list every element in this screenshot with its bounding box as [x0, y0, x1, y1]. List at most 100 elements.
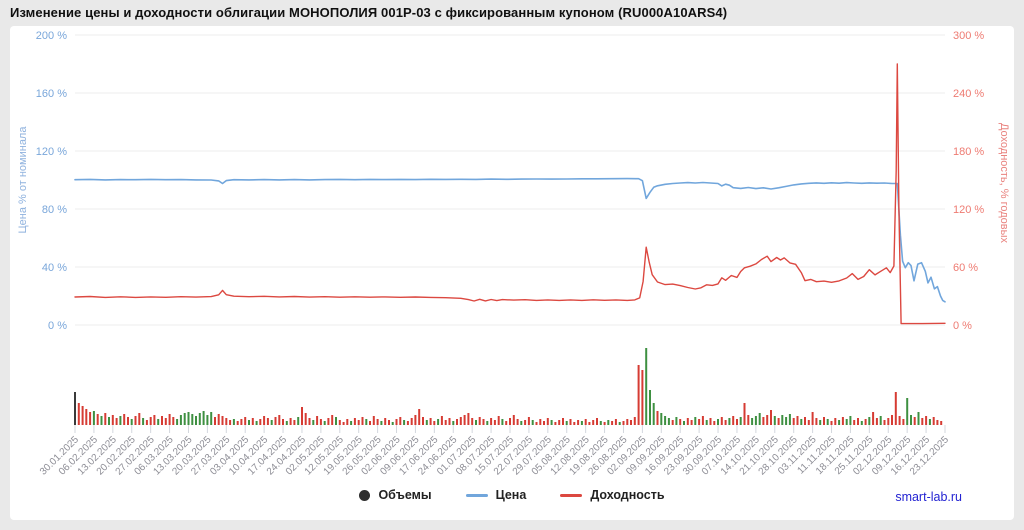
volume-bar: [660, 413, 663, 425]
volume-bar: [641, 370, 644, 425]
volume-bar: [649, 390, 651, 425]
volume-bar: [917, 412, 920, 425]
chart-legend: Объемы Цена Доходность: [10, 488, 1014, 502]
volume-bar: [762, 417, 765, 425]
left-axis-tick-label: 0 %: [48, 320, 67, 332]
volume-bar: [225, 418, 228, 425]
volume-bar: [331, 415, 334, 425]
volume-bar: [406, 421, 409, 425]
volume-bar: [448, 418, 451, 425]
volume-bar: [898, 416, 901, 425]
volume-bar: [490, 418, 493, 425]
volume-bar: [134, 416, 137, 425]
smartlab-link[interactable]: smart-lab.ru: [895, 490, 962, 504]
volume-bar: [240, 419, 243, 425]
volume-bar: [100, 416, 103, 425]
volume-bar: [414, 415, 417, 425]
volume-bar: [921, 418, 924, 425]
volume-bar: [875, 418, 878, 425]
volume-bar: [777, 418, 780, 425]
volume-bar: [232, 419, 235, 425]
volume-bar: [399, 417, 402, 425]
volume-bar: [679, 419, 682, 425]
volume-bar: [244, 417, 247, 425]
volume-bar: [81, 406, 84, 425]
volume-bar: [85, 409, 88, 425]
volume-bar: [123, 414, 126, 425]
volume-bar: [316, 416, 319, 425]
volume-bar: [603, 422, 606, 425]
volume-bar: [940, 421, 943, 425]
volume-bar: [792, 418, 795, 425]
volume-bar: [274, 417, 277, 425]
volume-bar: [554, 422, 557, 425]
volume-bar: [845, 419, 848, 425]
volume-bar: [626, 419, 629, 425]
volume-bar: [690, 420, 693, 425]
volume-bar: [179, 415, 182, 425]
volume-bar: [319, 419, 322, 425]
volume-bar: [127, 417, 129, 425]
volume-bar: [743, 403, 746, 425]
legend-item-volumes[interactable]: Объемы: [359, 488, 432, 502]
volume-bar: [539, 419, 542, 425]
volume-bar: [709, 418, 712, 425]
volume-bar: [766, 415, 769, 425]
volume-bar: [527, 417, 530, 425]
volume-bar: [887, 418, 890, 425]
chart-card: 0 % 0 % 40 % 60 % 80 % 120 % 120 % 180 % 160 % 24…: [10, 26, 1014, 520]
volume-bar: [577, 420, 580, 425]
volume-bar: [380, 421, 383, 425]
volume-bar: [664, 416, 667, 425]
volume-bar: [229, 420, 232, 425]
volume-bar: [558, 420, 561, 425]
volume-bar: [365, 419, 368, 425]
legend-item-price[interactable]: Цена: [465, 488, 526, 502]
volume-bar: [282, 419, 284, 425]
volume-bar: [104, 413, 107, 425]
volume-bar: [304, 413, 307, 425]
volume-bar: [770, 410, 772, 425]
volume-bar: [857, 418, 859, 425]
volume-bar: [694, 417, 697, 425]
volume-bar: [372, 416, 375, 425]
volume-dot-icon: [359, 489, 371, 501]
volume-bar: [369, 421, 371, 425]
volume-bar: [342, 422, 345, 425]
left-axis-tick-label: 200 %: [36, 30, 67, 42]
volume-bar: [599, 421, 602, 425]
volume-bar: [686, 418, 689, 425]
volume-bar: [77, 403, 80, 425]
legend-item-yield[interactable]: Доходность: [560, 488, 665, 502]
volume-bar: [183, 413, 186, 425]
volume-bar: [350, 421, 353, 425]
volume-bar: [701, 416, 704, 425]
right-axis-tick-label: 180 %: [953, 146, 984, 158]
volume-bar: [482, 419, 485, 425]
volume-bar: [826, 419, 829, 425]
volume-bar: [516, 419, 519, 425]
right-axis-tick-label: 120 %: [953, 204, 984, 216]
volume-bar: [172, 417, 175, 425]
volume-bar: [543, 421, 545, 425]
volume-bar: [569, 419, 572, 425]
volume-bar: [724, 420, 727, 425]
volume-bar: [157, 419, 160, 425]
volume-bar: [206, 415, 209, 425]
volume-bar: [115, 418, 118, 425]
volume-bar: [195, 416, 197, 425]
left-axis-title: Цена % от номинала: [17, 126, 29, 234]
left-axis-tick-label: 120 %: [36, 146, 67, 158]
volume-bar: [161, 416, 163, 425]
chart-svg: 0 % 0 % 40 % 60 % 80 % 120 % 120 % 180 % 160 % 24…: [17, 30, 1010, 478]
legend-label-volumes: Объемы: [378, 488, 432, 502]
volume-bar: [278, 415, 281, 425]
volume-bar: [187, 412, 190, 425]
volume-bar: [301, 407, 303, 425]
volume-bar: [652, 403, 655, 425]
volume-bar: [883, 420, 886, 425]
volume-bar: [596, 418, 598, 425]
volume-bar: [834, 418, 837, 425]
volume-bar: [618, 422, 621, 425]
volume-bar: [796, 416, 799, 425]
